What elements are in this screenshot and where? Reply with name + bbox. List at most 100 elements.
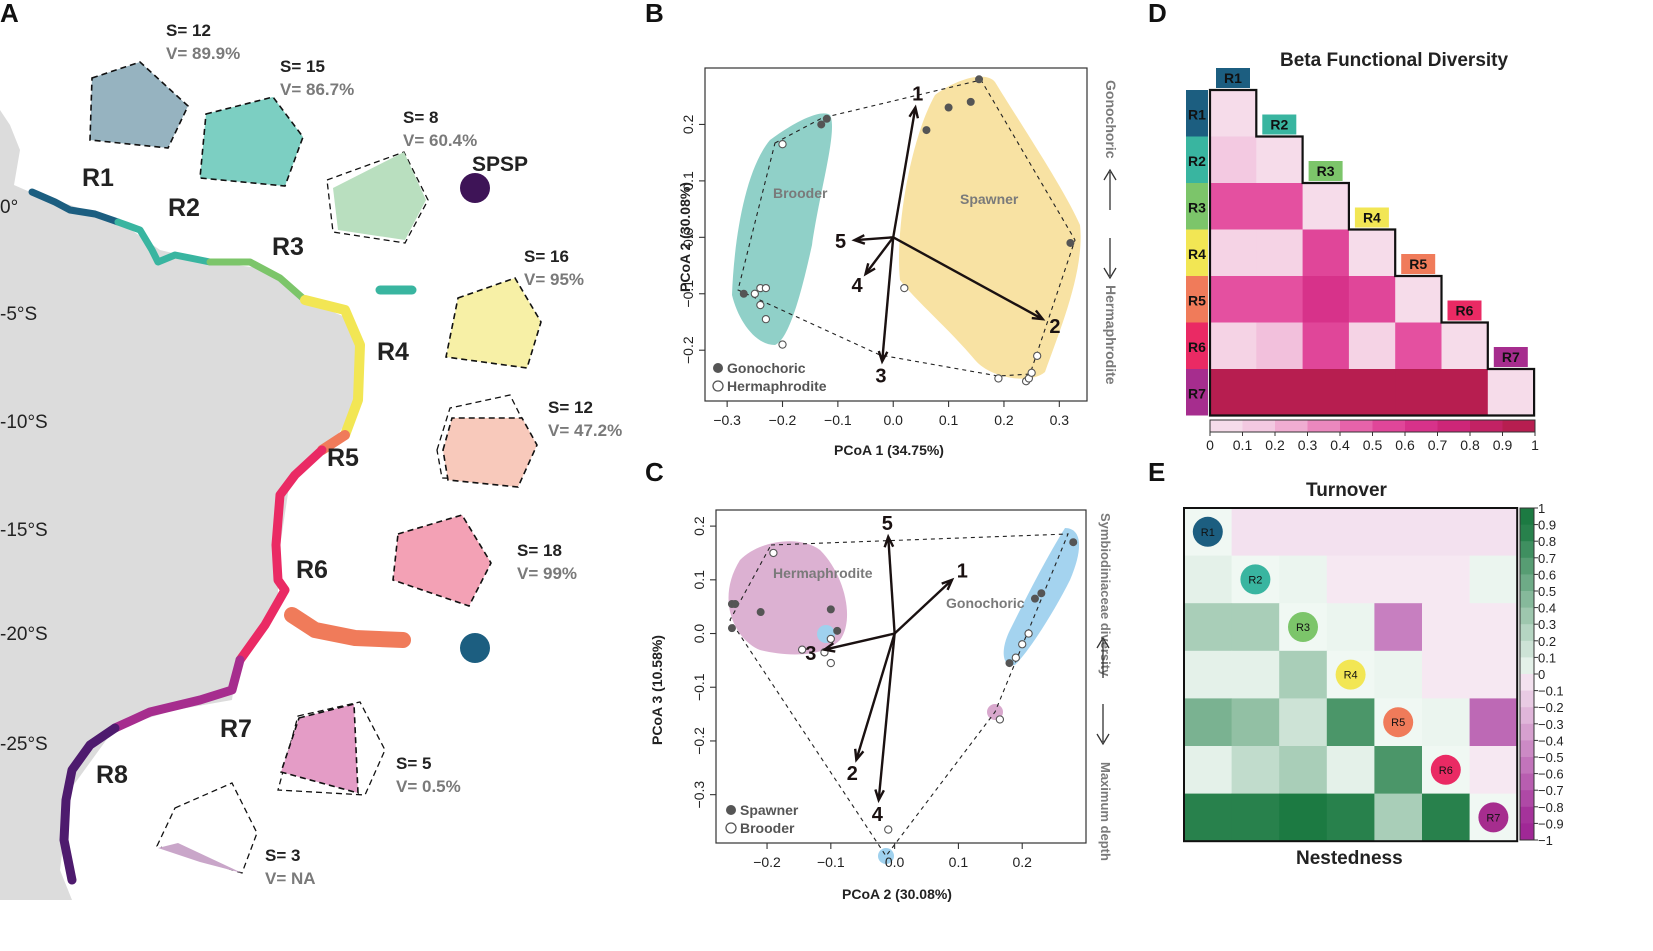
lat-label-15: -15°S	[0, 520, 48, 541]
c-point-spawner	[1069, 538, 1078, 547]
c-point-brooder	[769, 548, 778, 558]
d-col-label: R1	[1224, 70, 1242, 86]
c-legend-brooder: Brooder	[740, 820, 795, 836]
b-group-brooder: Brooder	[773, 185, 828, 201]
c-vector-1	[893, 577, 955, 635]
b-vector-1	[892, 104, 920, 238]
region-label-r6: R6	[296, 556, 328, 584]
b-ylabel: PCoA 2 (30.08%)	[677, 182, 693, 292]
e-colorbar-label: −0.5	[1538, 750, 1564, 765]
hull-r6	[392, 514, 492, 607]
b-xtick-label: 0.3	[1050, 412, 1070, 428]
coast-r4	[300, 295, 365, 440]
e-colorbar-label: −0.4	[1538, 733, 1564, 748]
b-vector-5	[851, 234, 894, 245]
e-colorbar-seg	[1520, 773, 1534, 791]
panel-label-b: B	[645, 0, 664, 28]
b-xtick-label: −0.3	[713, 412, 741, 428]
d-cell	[1210, 136, 1257, 184]
e-colorbar-label: 0.7	[1538, 551, 1556, 566]
c-point-brooder	[1024, 629, 1033, 638]
e-diag-circle	[1192, 516, 1223, 547]
d-cell	[1302, 369, 1350, 416]
d-row-label: R7	[1188, 385, 1206, 401]
panel-d-heatmap: Beta Functional Diversity R1 R1 R2 R2 R3 R3 R4…	[1186, 50, 1539, 453]
d-cell	[1348, 369, 1396, 416]
e-cell	[1279, 650, 1328, 699]
c-side-arrows	[1096, 636, 1110, 746]
e-cell	[1469, 603, 1518, 652]
d-colorbar-seg	[1242, 420, 1276, 432]
e-diag-circle	[1383, 707, 1414, 738]
e-diag-label: R4	[1344, 670, 1358, 682]
e-cell	[1231, 508, 1280, 557]
c-point-spawner	[1030, 594, 1039, 603]
e-colorbar-label: −0.1	[1538, 684, 1564, 699]
d-col-tag	[1493, 347, 1528, 367]
e-colorbar-label: 0.4	[1538, 601, 1556, 616]
panel-label-c: C	[645, 457, 664, 487]
c-point-brooder	[884, 825, 893, 834]
region-label-r3: R3	[272, 233, 304, 261]
e-diag-label: R3	[1296, 622, 1310, 634]
panel-b-marks: −0.3 −0.2 −0.1 0.0 0.1 0.2 0.3 −0.2 −0.1 0.0 0.1 0.…	[680, 75, 1075, 428]
panel-c-frame	[715, 509, 1087, 844]
lat-label-25: -25°S	[0, 734, 48, 755]
e-cell	[1279, 555, 1328, 604]
c-side-bottom: Maximum depth	[1098, 762, 1113, 861]
d-cell	[1256, 183, 1304, 230]
d-title: Beta Functional Diversity	[1280, 50, 1508, 71]
d-col-label: R5	[1409, 256, 1427, 272]
e-colorbar-label: 0.8	[1538, 534, 1556, 549]
e-cell	[1184, 698, 1233, 747]
convex-hull-b	[737, 79, 1076, 377]
d-col-label: R3	[1317, 163, 1335, 179]
e-cell	[1231, 603, 1280, 652]
spsp-dot	[460, 173, 490, 203]
e-cell	[1279, 698, 1328, 747]
c-xtick-label: 0.1	[949, 854, 969, 870]
e-colorbar-seg	[1520, 657, 1534, 675]
c-group-hermaphrodite: Hermaphrodite	[773, 565, 873, 581]
b-xtick-label: −0.1	[824, 412, 852, 428]
d-col-tag	[1354, 207, 1389, 228]
c-point-brooder	[1018, 640, 1027, 649]
e-cell	[1469, 508, 1518, 557]
d-colorbar-label: 0.1	[1233, 437, 1253, 453]
b-point-hermaphrodite	[900, 283, 909, 293]
e-colorbar-seg	[1520, 591, 1534, 609]
b-xtick-label: 0.2	[994, 412, 1014, 428]
region-label-r4: R4	[377, 338, 409, 366]
c-point-brooder	[826, 634, 835, 644]
spsp-label: SPSP	[472, 153, 528, 176]
b-vector-label: 5	[835, 231, 846, 253]
r8-s: S= 3	[265, 846, 300, 865]
e-cell	[1184, 603, 1233, 652]
b-vector-3	[877, 237, 895, 365]
hull-r5	[436, 394, 538, 488]
panel-c-marks: −0.2 −0.1 0.0 0.1 0.2 −0.3 −0.2 −0.1 0.0 0.1 0.2 1 2…	[691, 513, 1078, 870]
coastline-regions	[28, 188, 417, 885]
e-colorbar-seg	[1520, 740, 1534, 758]
d-colorbar-label: 0.5	[1363, 437, 1383, 453]
d-colorbar-label: 0.4	[1330, 437, 1350, 453]
c-point-spawner	[756, 608, 765, 617]
e-diag-label: R2	[1248, 574, 1262, 586]
panel-label-e: E	[1148, 457, 1165, 487]
d-outline	[1208, 88, 1536, 417]
b-ytick-label: −0.1	[680, 280, 696, 308]
b-ytick-label: 0.1	[680, 171, 696, 191]
panel-d-cells	[1208, 88, 1536, 417]
b-ytick-label: −0.2	[680, 336, 696, 364]
e-cell	[1279, 508, 1328, 557]
b-point-gonochoric	[966, 97, 975, 106]
d-cell	[1256, 136, 1304, 184]
coast-r3	[206, 258, 309, 304]
b-point-gonochoric	[739, 289, 748, 298]
region-label-r1: R1	[82, 164, 114, 192]
panel-b-frame	[704, 67, 1088, 402]
d-cell	[1395, 322, 1442, 370]
hull-r1	[89, 61, 189, 149]
e-cell	[1422, 793, 1471, 842]
d-col-label: R7	[1502, 349, 1520, 365]
